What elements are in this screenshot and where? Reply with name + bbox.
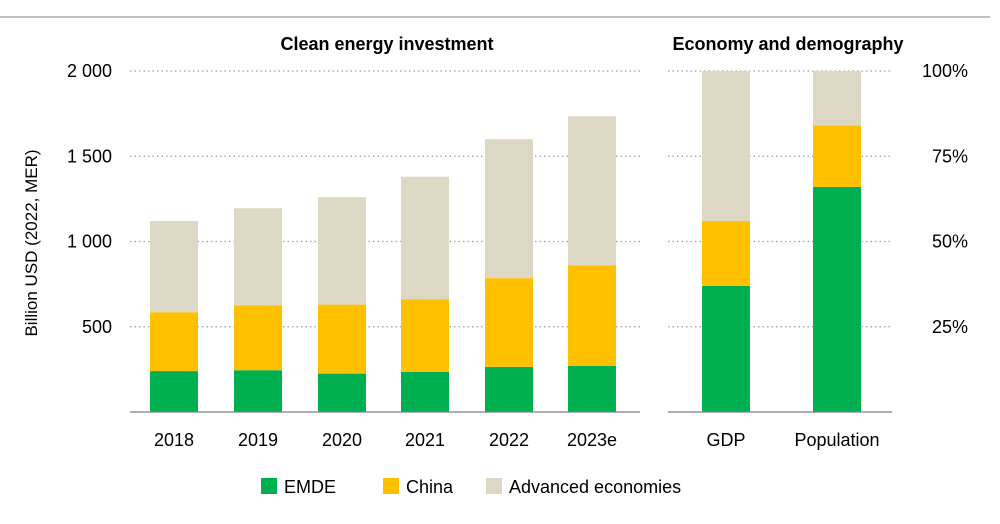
- left-bar-2019-china: [234, 305, 282, 371]
- right-x-tick-population: Population: [794, 430, 879, 450]
- legend: EMDE China Advanced economies: [261, 477, 681, 497]
- legend-label-emde: EMDE: [284, 477, 336, 497]
- left-bars: [150, 116, 616, 412]
- left-bar-2021-emde: [401, 371, 449, 412]
- left-chart-title: Clean energy investment: [280, 34, 493, 54]
- right-bar-gdp-china: [702, 221, 750, 286]
- left-bar-2018-china: [150, 312, 198, 372]
- left-x-tick-2019: 2019: [238, 430, 278, 450]
- right-y-tick-25: 25%: [932, 317, 968, 337]
- left-bar-2019-advanced-economies: [234, 208, 282, 306]
- left-bar-2019-emde: [234, 370, 282, 412]
- left-bar-2020-china: [318, 304, 366, 374]
- left-x-tick-2018: 2018: [154, 430, 194, 450]
- left-bar-2021-advanced-economies: [401, 176, 449, 300]
- left-bar-2022-emde: [485, 366, 533, 412]
- left-bar-2021-china: [401, 299, 449, 372]
- left-bar-2022-china: [485, 278, 533, 367]
- right-y-tick-75: 75%: [932, 146, 968, 166]
- left-bar-2020-advanced-economies: [318, 197, 366, 305]
- right-bar-gdp-advanced-economies: [702, 71, 750, 222]
- right-chart-title: Economy and demography: [672, 34, 903, 54]
- legend-swatch-advanced-economies: [486, 478, 502, 494]
- legend-swatch-china: [383, 478, 399, 494]
- right-bar-gdp-emde: [702, 285, 750, 412]
- left-y-tick-1-000: 1 000: [67, 232, 112, 252]
- right-x-tick-labels: GDP Population: [706, 430, 879, 450]
- left-bar-2023e-china: [568, 265, 616, 366]
- left-y-tick-1-500: 1 500: [67, 146, 112, 166]
- left-x-tick-2020: 2020: [322, 430, 362, 450]
- left-x-tick-labels: 2018 2019 2020 2021 2022 2023e: [154, 430, 617, 450]
- left-y-tick-2-000: 2 000: [67, 61, 112, 81]
- right-y-tick-labels: 25% 50% 75% 100%: [922, 61, 968, 337]
- legend-label-advanced-economies: Advanced economies: [509, 477, 681, 497]
- left-y-tick-labels: 500 1 000 1 500 2 000: [67, 61, 112, 337]
- left-bar-2018-emde: [150, 371, 198, 412]
- right-bar-population-china: [813, 125, 861, 187]
- left-x-tick-2023e: 2023e: [567, 430, 617, 450]
- right-bars: [702, 71, 861, 412]
- right-bar-population-emde: [813, 186, 861, 412]
- right-bar-population-advanced-economies: [813, 71, 861, 126]
- left-bar-2023e-advanced-economies: [568, 116, 616, 266]
- left-y-tick-500: 500: [82, 317, 112, 337]
- left-bar-2018-advanced-economies: [150, 221, 198, 313]
- left-bar-2022-advanced-economies: [485, 139, 533, 279]
- left-bar-2020-emde: [318, 373, 366, 412]
- left-x-tick-2021: 2021: [405, 430, 445, 450]
- right-y-tick-100: 100%: [922, 61, 968, 81]
- right-y-tick-50: 50%: [932, 232, 968, 252]
- left-gridlines: [130, 70, 640, 328]
- left-bar-2023e-emde: [568, 365, 616, 412]
- left-x-tick-2022: 2022: [489, 430, 529, 450]
- right-x-tick-gdp: GDP: [706, 430, 745, 450]
- left-y-axis-label: Billion USD (2022, MER): [22, 149, 41, 336]
- legend-swatch-emde: [261, 478, 277, 494]
- legend-label-china: China: [406, 477, 454, 497]
